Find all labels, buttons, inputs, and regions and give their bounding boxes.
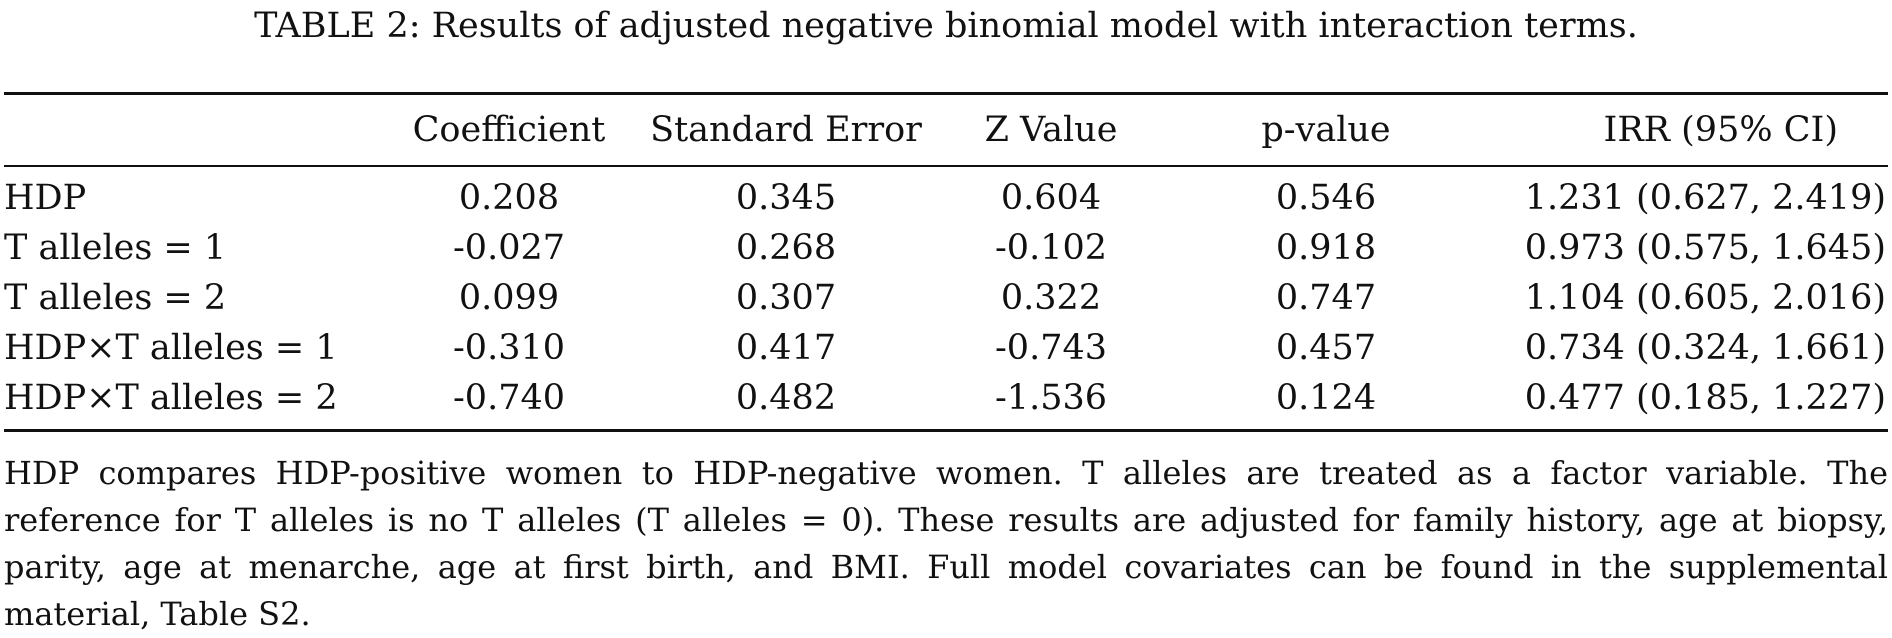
p-value-cell: 0.546 <box>1275 178 1377 218</box>
z-value-cell: -1.536 <box>994 378 1108 418</box>
irr-cell: 1.104 (0.605, 2.016) <box>1524 278 1886 318</box>
standard-error-cell: 0.482 <box>735 378 837 418</box>
header-coefficient: Coefficient <box>412 110 606 150</box>
irr-cell: 1.231 (0.627, 2.419) <box>1524 178 1886 218</box>
results-table: Coefficient Standard Error Z Value p-val… <box>4 92 1888 432</box>
standard-error-cell: 0.268 <box>735 228 837 268</box>
standard-error-cell: 0.417 <box>735 328 837 368</box>
irr-cell: 0.734 (0.324, 1.661) <box>1524 328 1886 368</box>
table-row: T alleles = 2 0.099 0.307 0.322 0.747 1.… <box>4 273 1888 323</box>
table-row: T alleles = 1 -0.027 0.268 -0.102 0.918 … <box>4 223 1888 273</box>
row-label: HDP×T alleles = 1 <box>4 328 338 368</box>
p-value-cell: 0.918 <box>1275 228 1377 268</box>
header-standard-error: Standard Error <box>650 110 922 150</box>
coefficient-cell: 0.099 <box>458 278 560 318</box>
p-value-cell: 0.124 <box>1275 378 1377 418</box>
header-z-value: Z Value <box>984 110 1118 150</box>
coefficient-cell: -0.740 <box>452 378 566 418</box>
z-value-cell: 0.322 <box>1000 278 1102 318</box>
header-irr: IRR (95% CI) <box>1603 110 1839 150</box>
z-value-cell: 0.604 <box>1000 178 1102 218</box>
table-caption: TABLE 2: Results of adjusted negative bi… <box>254 6 1638 46</box>
header-p-value: p-value <box>1261 110 1391 150</box>
table-row: HDP×T alleles = 2 -0.740 0.482 -1.536 0.… <box>4 373 1888 431</box>
coefficient-cell: -0.310 <box>452 328 566 368</box>
table-row: HDP 0.208 0.345 0.604 0.546 1.231 (0.627… <box>4 166 1888 223</box>
p-value-cell: 0.747 <box>1275 278 1377 318</box>
header-variable <box>4 94 392 167</box>
row-label: T alleles = 1 <box>4 228 227 268</box>
p-value-cell: 0.457 <box>1275 328 1377 368</box>
irr-cell: 0.973 (0.575, 1.645) <box>1524 228 1886 268</box>
coefficient-cell: -0.027 <box>452 228 566 268</box>
row-label: HDP×T alleles = 2 <box>4 378 338 418</box>
table-header-row: Coefficient Standard Error Z Value p-val… <box>4 93 1888 167</box>
standard-error-cell: 0.345 <box>735 178 837 218</box>
z-value-cell: -0.102 <box>994 228 1108 268</box>
table-footnote: HDP compares HDP-positive women to HDP-n… <box>4 454 1888 633</box>
z-value-cell: -0.743 <box>994 328 1108 368</box>
standard-error-cell: 0.307 <box>735 278 837 318</box>
row-label: T alleles = 2 <box>4 278 227 318</box>
row-label: HDP <box>4 178 87 218</box>
irr-cell: 0.477 (0.185, 1.227) <box>1524 378 1886 418</box>
coefficient-cell: 0.208 <box>458 178 560 218</box>
table-row: HDP×T alleles = 1 -0.310 0.417 -0.743 0.… <box>4 323 1888 373</box>
